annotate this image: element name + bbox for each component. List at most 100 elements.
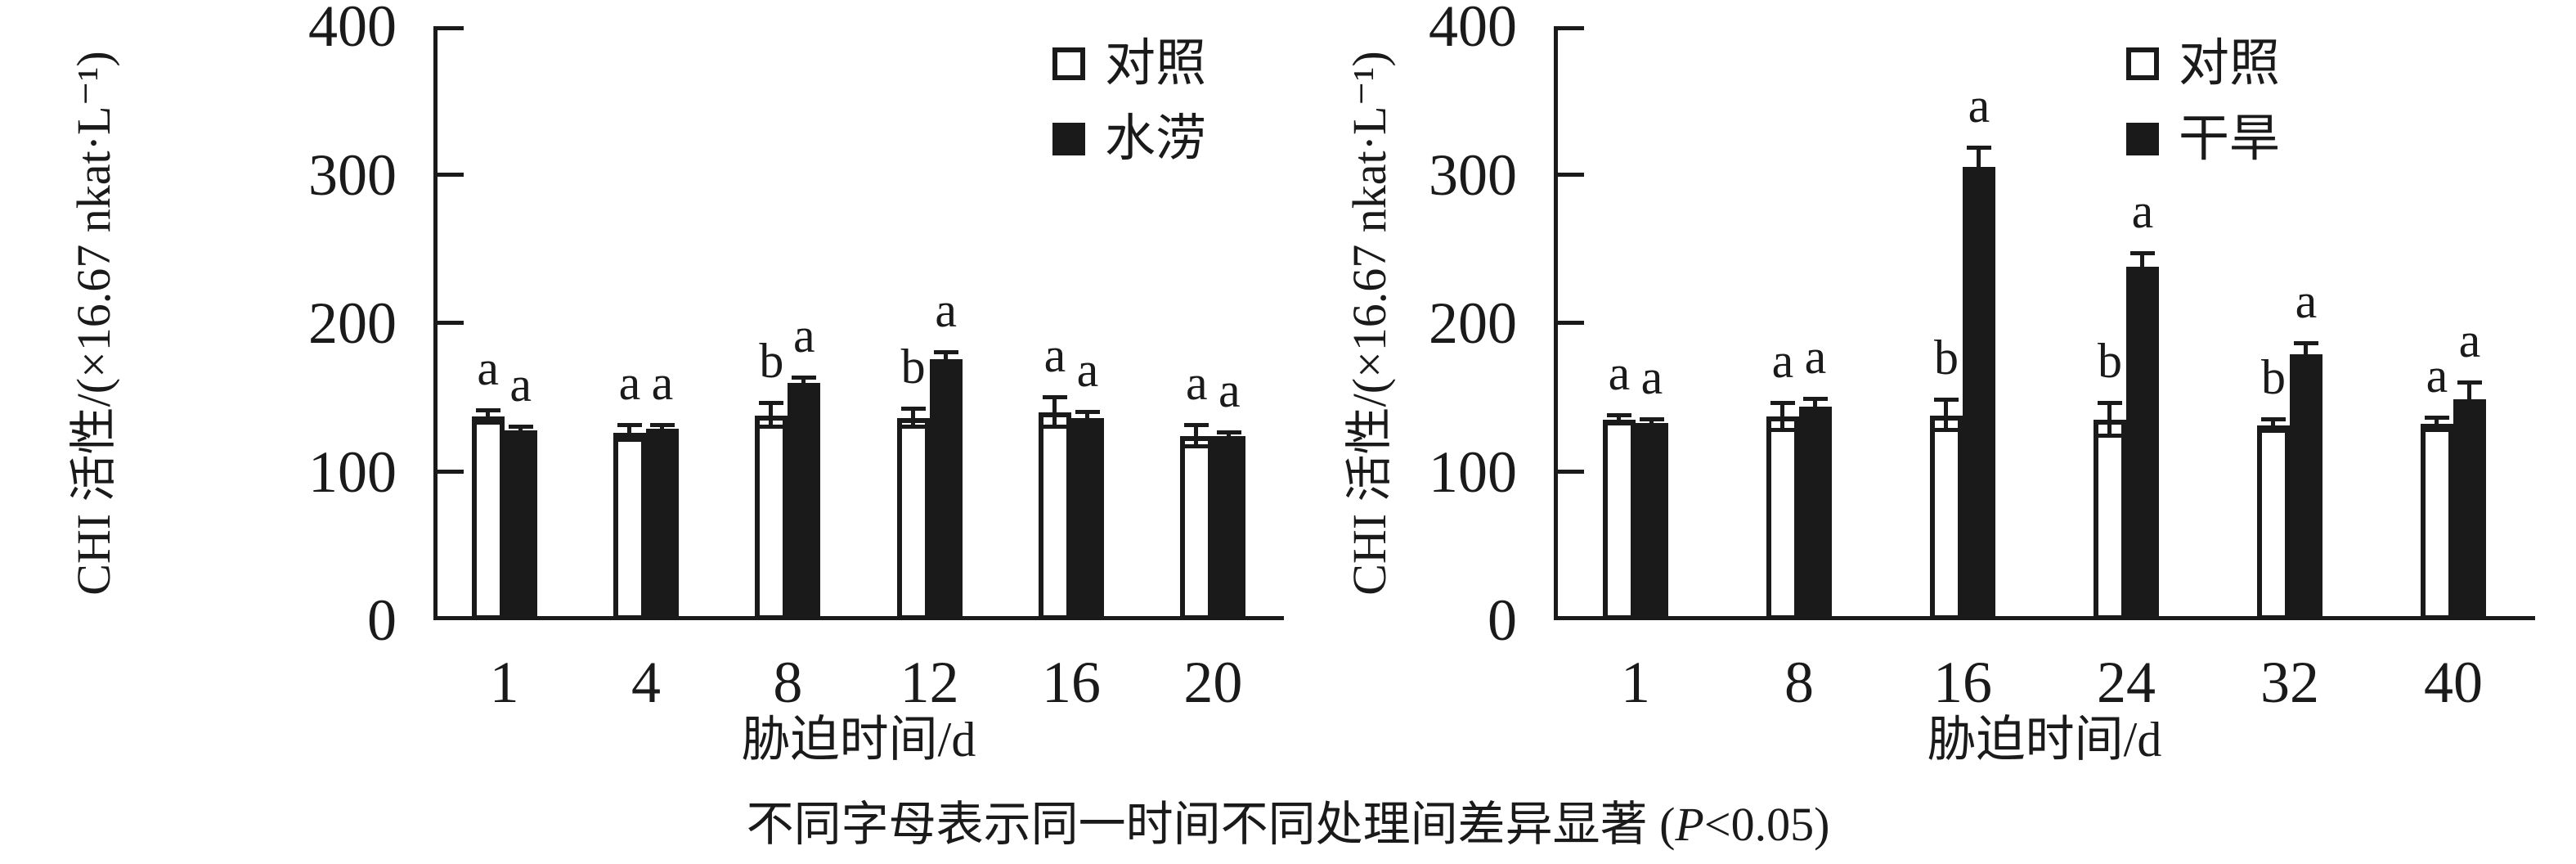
error-bar-line (1617, 415, 1621, 425)
error-bar-line (910, 409, 915, 428)
y-tick-label: 300 (308, 142, 397, 208)
error-bar-line (1194, 425, 1199, 447)
x-tick-label: 4 (631, 650, 661, 715)
legend-item: 对照 (1052, 31, 1206, 97)
caption-p-italic: P (1675, 798, 1704, 851)
sig-letter: a (1218, 363, 1241, 418)
sig-letter: a (1043, 327, 1066, 382)
error-bar-cap-top (2294, 341, 2318, 346)
bar-control (1766, 416, 1799, 620)
legend-label: 水涝 (1105, 111, 1207, 167)
sig-letter: a (477, 341, 499, 396)
legend-label: 对照 (1105, 36, 1207, 92)
sig-letter: a (509, 358, 532, 412)
error-bar-cap-bottom (759, 425, 784, 430)
bar-control (1180, 435, 1214, 620)
error-bar-line (485, 411, 490, 423)
x-axis-title-left: 胁迫时间/d (741, 713, 976, 767)
error-bar-cap-top (1043, 394, 1067, 399)
error-bar-cap-bottom (2261, 429, 2286, 434)
caption-text-suffix: <0.05) (1703, 798, 1830, 851)
bar-stress (1799, 406, 1832, 620)
x-tick-label: 1 (489, 650, 519, 715)
y-tick-label: 200 (308, 290, 397, 356)
y-tick-label: 0 (367, 587, 397, 653)
error-bar-cap-top (508, 425, 533, 430)
error-bar-cap-bottom (1607, 421, 1631, 426)
y-axis-title-left: CHI 活性/(×16.67 nkat·L⁻¹) (67, 51, 120, 596)
error-bar-cap-top (1770, 401, 1795, 405)
legend-item: 对照 (2126, 31, 2280, 97)
sig-letter: a (2426, 349, 2448, 403)
error-bar-cap-top (1075, 409, 1100, 414)
error-bar-cap-bottom (1770, 427, 1795, 432)
plot-area-drought: 0 100 200 300 400 1 8 16 24 32 40 a a b b b a a a a a a a 对照 干旱 (1429, 0, 2535, 713)
y-tick-label: 100 (308, 439, 397, 505)
bar-stress (646, 428, 679, 620)
bar-control (1603, 419, 1636, 620)
error-bar-line (1780, 403, 1784, 430)
sig-letter: a (1771, 334, 1794, 388)
sig-letter: b (2261, 349, 2286, 404)
bar-control (2257, 425, 2290, 620)
error-bar-cap-bottom (617, 438, 642, 443)
sig-letter: a (2295, 274, 2318, 329)
x-axis-line (1554, 616, 2535, 620)
sig-letter: b (900, 340, 926, 394)
error-bar-line (769, 403, 774, 428)
bar-stress (1963, 167, 1995, 620)
error-bar-cap-top (2130, 250, 2155, 255)
y-tick-label: 200 (1429, 290, 1517, 356)
figure-caption: 不同字母表示同一时间不同处理间差异显著 (P<0.05) (0, 795, 2576, 854)
x-tick-label: 1 (1621, 650, 1650, 715)
error-bar-cap-top (2098, 401, 2122, 405)
sig-letter: a (1968, 78, 1990, 133)
sig-letter: b (1934, 331, 1959, 385)
x-tick-label: 24 (2097, 650, 2156, 715)
y-tick (438, 321, 464, 325)
sig-letter: a (1608, 345, 1631, 400)
sig-letter: b (759, 334, 784, 388)
sig-letter: a (793, 308, 815, 363)
error-bar-cap-top (1607, 412, 1631, 417)
caption-text-prefix: 不同字母表示同一时间不同处理间差异显著 ( (746, 798, 1676, 851)
y-axis-line (1554, 26, 1558, 620)
error-bar-cap-top (1934, 398, 1959, 403)
error-bar-cap-top (475, 408, 500, 413)
y-tick (438, 26, 464, 30)
x-tick-label: 12 (900, 650, 959, 715)
bar-stress (2453, 398, 2486, 620)
legend-swatch-control (1052, 47, 1085, 80)
bar-control (613, 433, 646, 620)
error-bar-line (1944, 400, 1948, 430)
error-bar-cap-bottom (2098, 433, 2122, 438)
sig-letter: a (1804, 329, 1827, 384)
error-bar-cap-top (900, 407, 926, 412)
bar-stress (2126, 267, 2159, 620)
error-bar-cap-top (1184, 423, 1209, 428)
error-bar-line (943, 353, 948, 359)
y-tick-label: 400 (308, 0, 397, 59)
error-bar-line (1052, 397, 1057, 428)
x-tick-label: 16 (1933, 650, 1992, 715)
legend-label: 干旱 (2179, 111, 2281, 167)
y-tick-label: 300 (1429, 142, 1517, 208)
bar-stress (504, 430, 537, 620)
error-bar-line (801, 378, 806, 383)
y-tick (1558, 469, 1584, 474)
y-tick (1558, 26, 1584, 30)
error-bar-cap-top (1967, 145, 1991, 150)
bar-control (1039, 412, 1071, 620)
error-bar-line (2304, 344, 2308, 355)
x-tick-label: 8 (773, 650, 803, 715)
error-bar-cap-top (1217, 430, 1242, 435)
bar-stress (929, 358, 963, 620)
bar-stress (788, 382, 821, 620)
error-bar-line (1813, 398, 1817, 407)
sig-letter: a (2458, 313, 2481, 367)
x-axis-line (433, 616, 1284, 620)
bar-control (896, 418, 930, 620)
x-tick-label: 40 (2424, 650, 2483, 715)
error-bar-cap-top (2425, 416, 2449, 421)
